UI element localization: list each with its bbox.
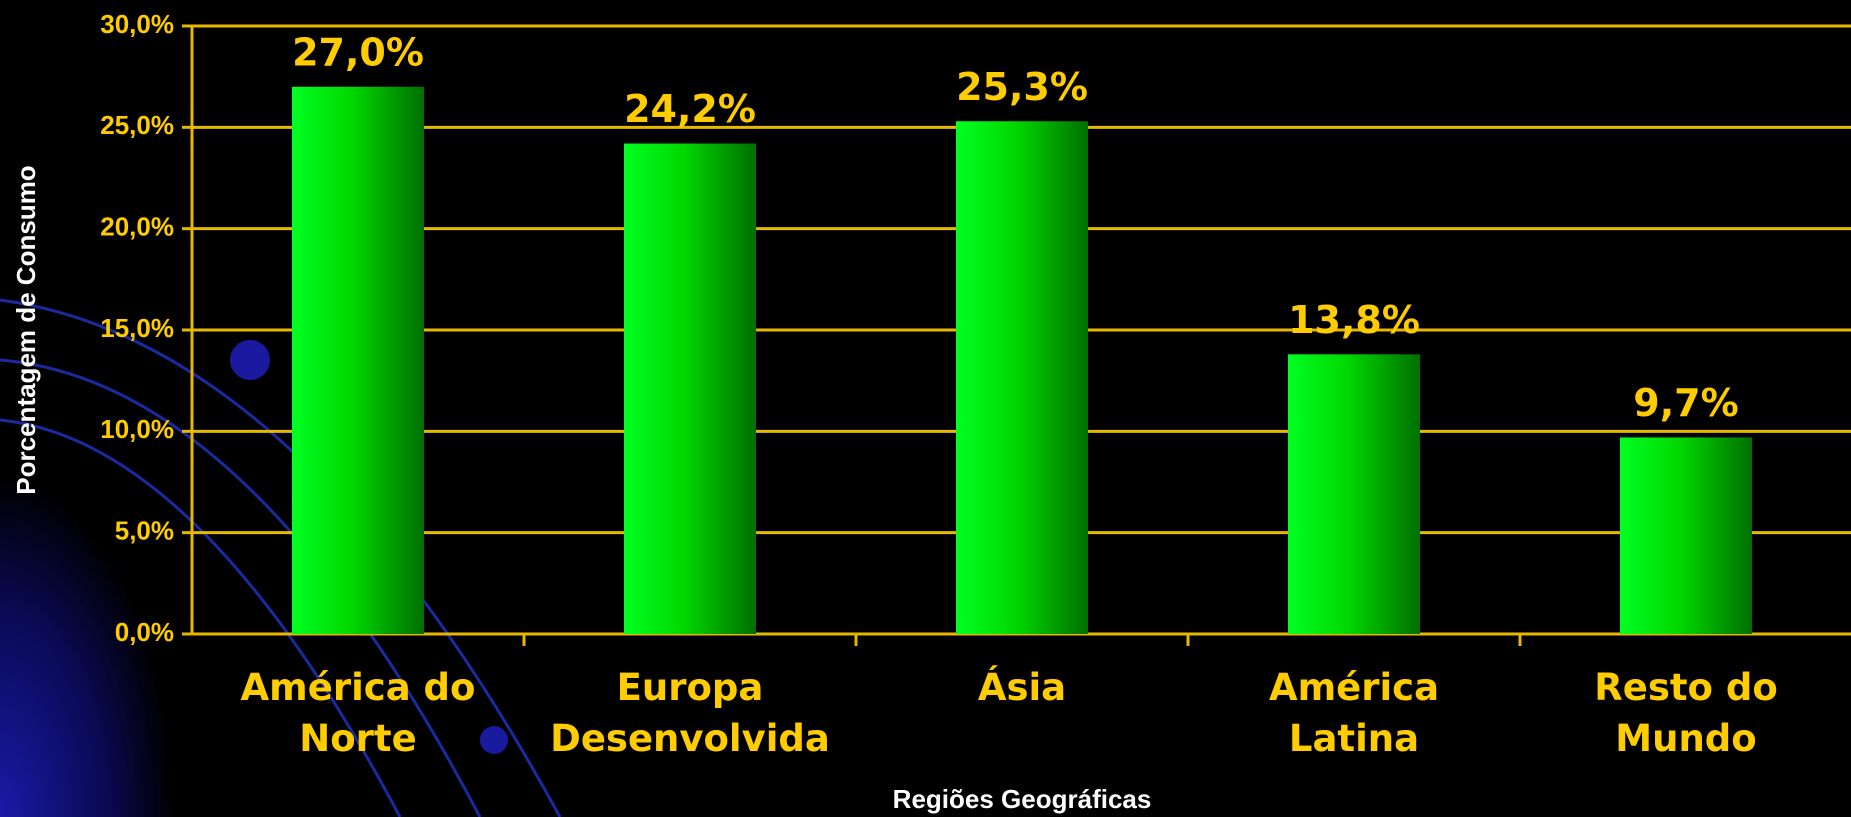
value-label: 25,3% xyxy=(956,65,1088,109)
decoration-dot xyxy=(480,726,508,754)
value-label: 27,0% xyxy=(292,30,424,74)
bar xyxy=(1288,354,1420,634)
x-tick-label: América do Norte xyxy=(240,666,476,760)
decoration-dot xyxy=(230,340,270,380)
x-tick-label: Ásia xyxy=(977,666,1067,709)
y-tick-label: 15,0% xyxy=(100,313,174,343)
y-tick-label: 25,0% xyxy=(100,110,174,140)
x-tick-label: Resto do Mundo xyxy=(1594,666,1778,760)
x-axis-title: Regiões Geográficas xyxy=(893,784,1152,814)
value-label: 9,7% xyxy=(1633,381,1738,425)
y-tick-label: 5,0% xyxy=(115,516,174,546)
bar xyxy=(956,121,1088,634)
bar xyxy=(1620,437,1752,634)
bar xyxy=(624,143,756,634)
value-label: 13,8% xyxy=(1288,298,1420,342)
decoration xyxy=(0,298,562,817)
y-tick-label: 30,0% xyxy=(100,9,174,39)
y-tick-label: 0,0% xyxy=(115,617,174,647)
y-tick-label: 20,0% xyxy=(100,212,174,242)
value-label: 24,2% xyxy=(624,87,756,131)
x-tick-label: América Latina xyxy=(1268,666,1440,760)
bar xyxy=(292,86,424,635)
x-tick-label: Europa Desenvolvida xyxy=(550,666,830,760)
y-tick-label: 10,0% xyxy=(100,414,174,444)
y-axis-title: Porcentagem de Consumo xyxy=(11,165,41,494)
